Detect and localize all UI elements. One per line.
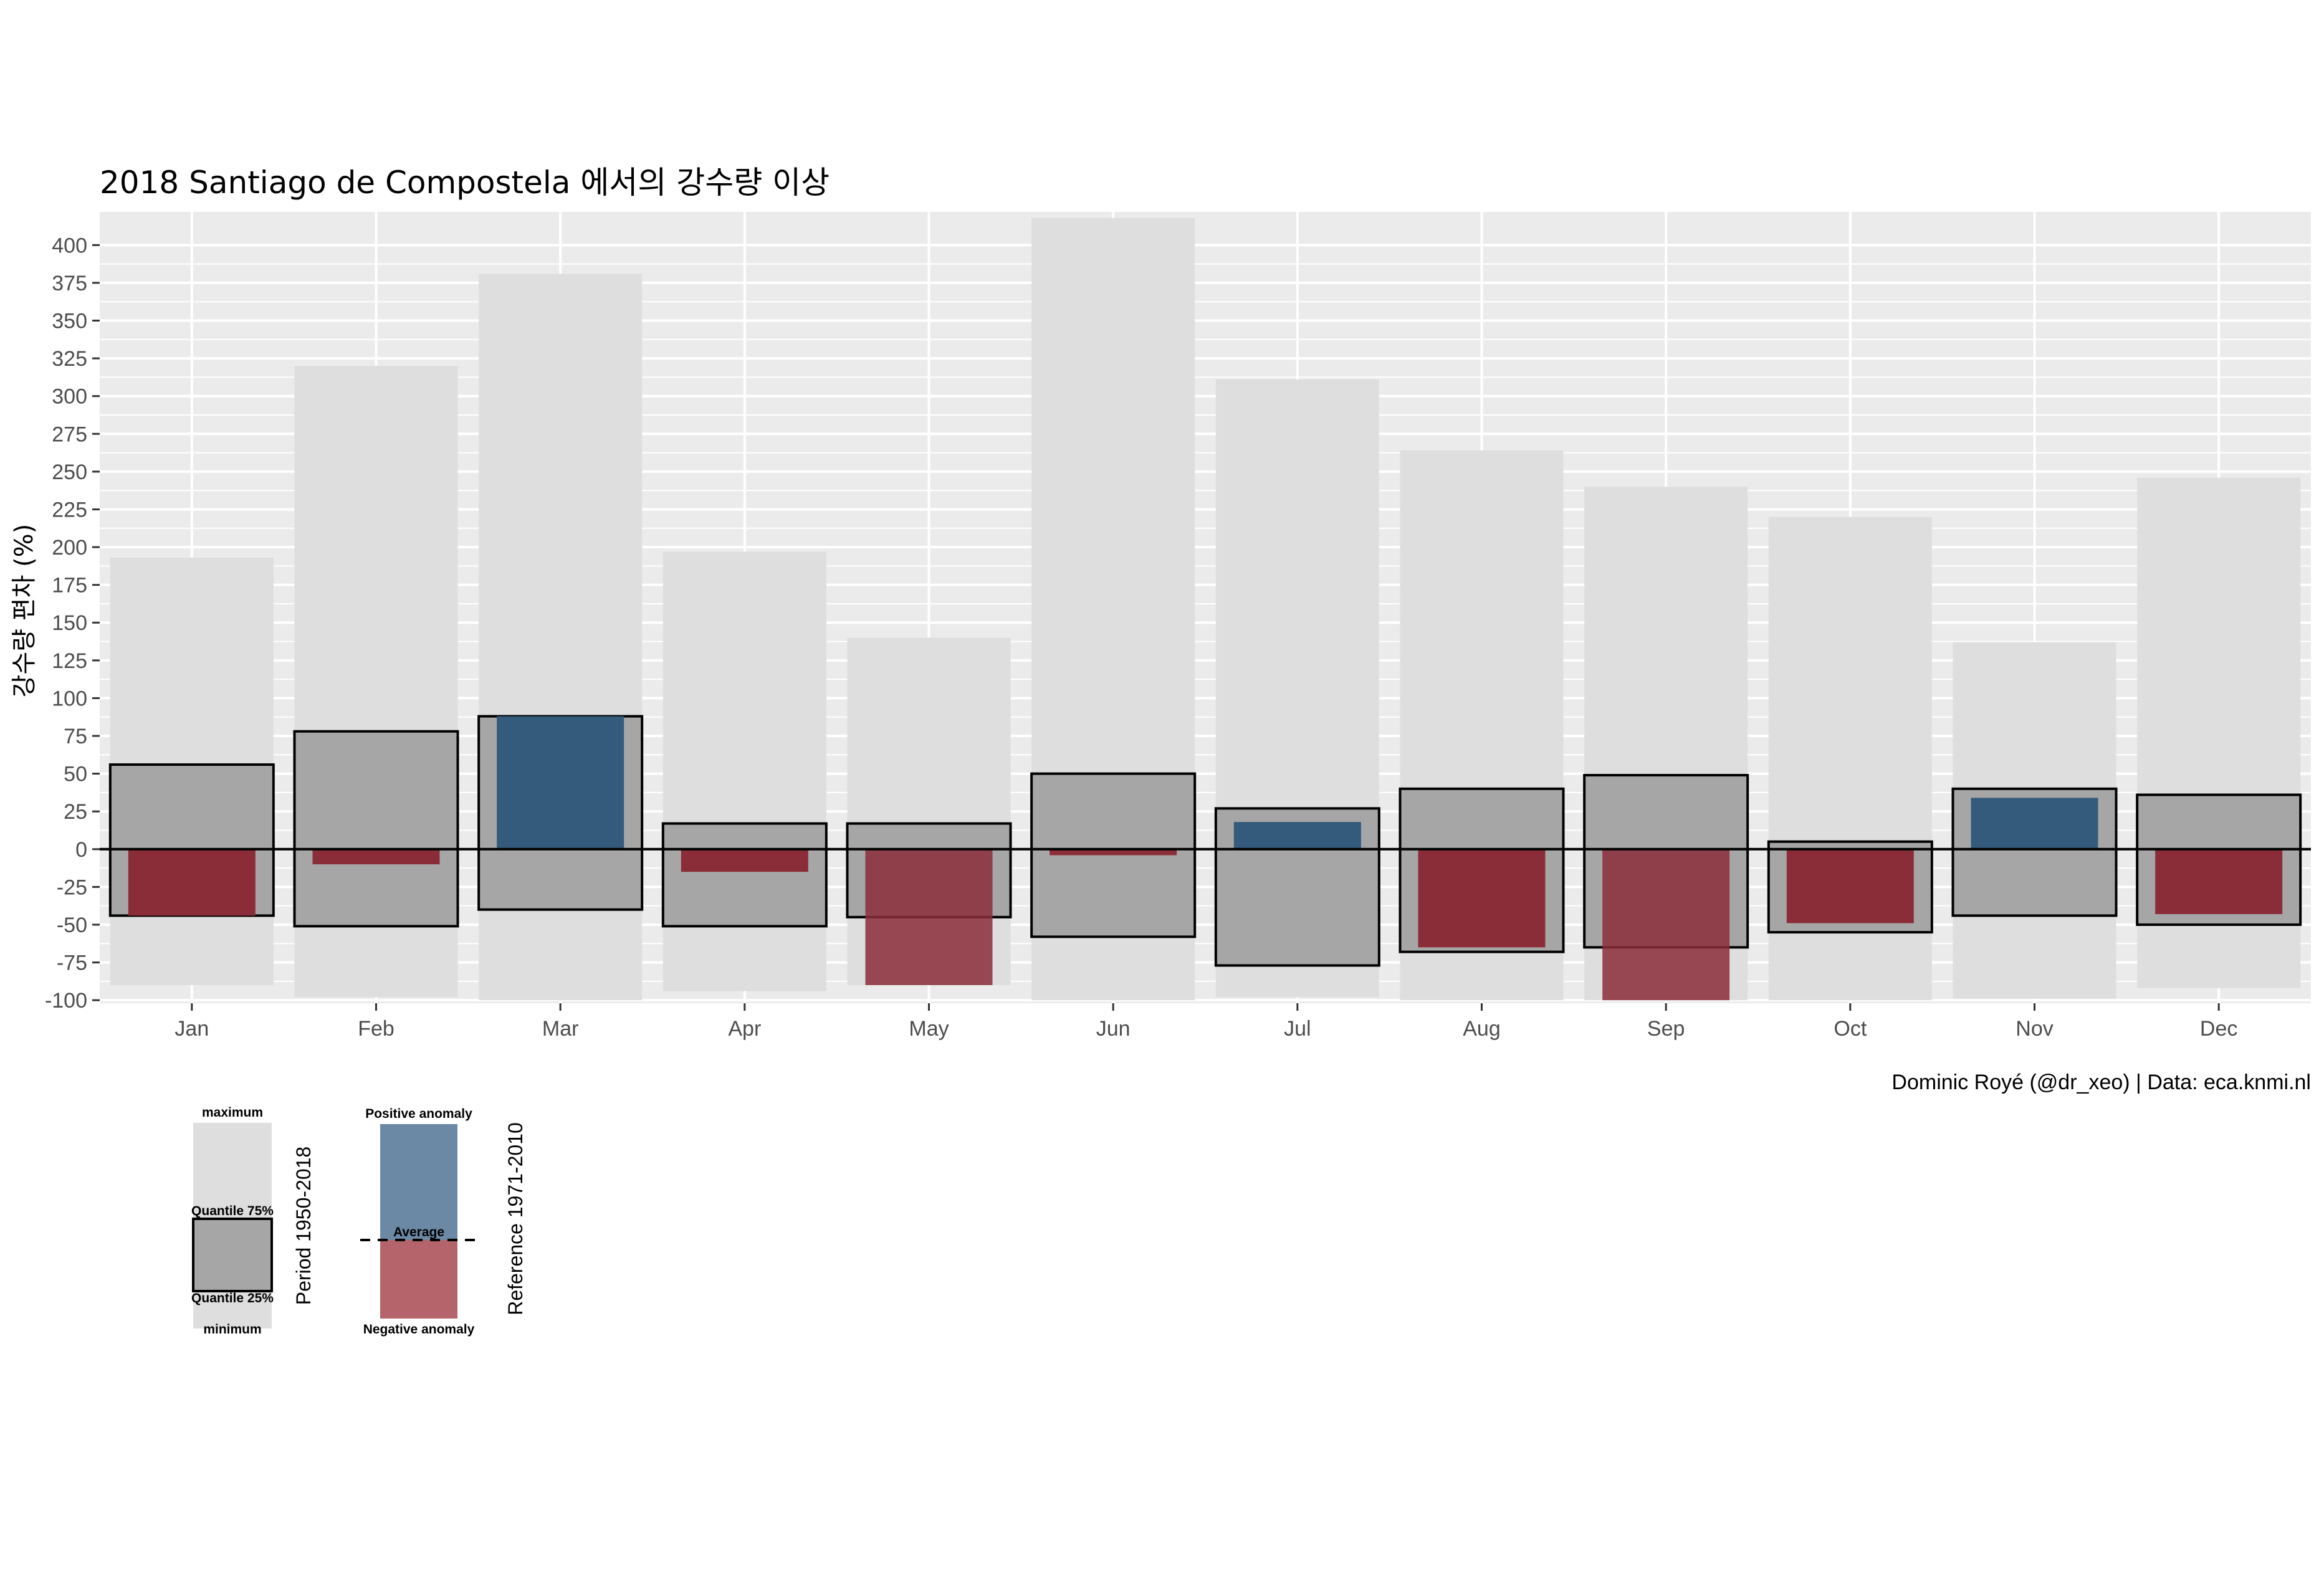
x-tick-label: Mar xyxy=(542,1017,579,1041)
y-axis-label: 강수량 편차 (%) xyxy=(10,524,39,698)
y-tick-label: 50 xyxy=(64,763,87,786)
anomaly-bar xyxy=(2155,849,2283,915)
legend-negative-label: Negative anomaly xyxy=(363,1322,475,1337)
legend-period: maximum Quantile 75% Quantile 25% minimu… xyxy=(191,1105,315,1337)
anomaly-bar xyxy=(1233,822,1361,849)
x-tick-label: Sep xyxy=(1647,1017,1685,1041)
anomaly-bar xyxy=(1971,798,2098,849)
anomaly-bars xyxy=(128,716,2283,1001)
anomaly-bar xyxy=(1602,849,1730,1001)
legend-reference: Positive anomaly Average Negative anomal… xyxy=(360,1107,527,1337)
quantile-box xyxy=(661,822,828,928)
x-tick-label: Feb xyxy=(358,1017,395,1041)
y-tick-label: 0 xyxy=(75,838,87,862)
y-tick-label: 75 xyxy=(64,725,87,748)
anomaly-bar xyxy=(1418,849,1546,948)
minor-gridlines xyxy=(100,263,2311,982)
legend-q75-label: Quantile 75% xyxy=(191,1204,274,1218)
y-tick-label: 275 xyxy=(52,422,87,446)
legend-reference-title: Reference 1971-2010 xyxy=(504,1122,527,1315)
y-tick-label: 375 xyxy=(52,272,87,295)
y-tick-label: 225 xyxy=(52,498,87,522)
y-tick-label: -25 xyxy=(57,875,87,899)
y-tick-label: 250 xyxy=(52,460,87,484)
anomaly-bar xyxy=(1050,849,1177,856)
anomaly-bar xyxy=(865,849,993,985)
chart-title: 2018 Santiago de Compostela 에서의 강수량 이상 xyxy=(100,165,830,201)
y-tick-label: -50 xyxy=(57,913,87,937)
y-tick-label: -75 xyxy=(57,952,87,975)
y-axis: -100 -75 -50 -25 0 25 50 75 100 125 150 175 200 225 25… xyxy=(45,234,100,1013)
x-tick-label: Jun xyxy=(1096,1017,1131,1041)
anomaly-bar xyxy=(1786,849,1914,923)
y-tick-label: 200 xyxy=(52,536,87,560)
legend-period-title: Period 1950-2018 xyxy=(292,1147,315,1305)
y-tick-label: 300 xyxy=(52,385,87,409)
x-tick-label: Apr xyxy=(728,1017,761,1041)
x-tick-label: May xyxy=(909,1017,949,1041)
y-tick-label: 175 xyxy=(52,574,87,598)
y-tick-label: 400 xyxy=(52,234,87,257)
y-tick-label: 325 xyxy=(52,347,87,371)
legend-quantile-box xyxy=(192,1218,273,1292)
y-tick-label: 150 xyxy=(52,611,87,635)
legend-q25-label: Quantile 25% xyxy=(191,1291,274,1305)
legend-minimum-label: minimum xyxy=(203,1322,261,1337)
legend-positive-swatch xyxy=(380,1124,457,1240)
plot-panel xyxy=(100,212,2311,1003)
legend-negative-swatch xyxy=(380,1240,457,1319)
y-tick-label: 125 xyxy=(52,649,87,673)
quantile-box xyxy=(293,730,459,928)
legend-positive-label: Positive anomaly xyxy=(365,1107,472,1121)
anomaly-bar xyxy=(312,849,440,865)
chart-caption: Dominic Royé (@dr_xeo) | Data: eca.knmi.… xyxy=(1891,1071,2311,1094)
legend-average-label: Average xyxy=(393,1225,444,1239)
legend-maximum-label: maximum xyxy=(202,1105,263,1120)
x-tick-label: Nov xyxy=(2016,1017,2053,1041)
x-axis: Jan Feb Mar Apr May Jun Jul Aug Sep Oct Nov Dec xyxy=(175,1003,2237,1041)
y-tick-label: 350 xyxy=(52,310,87,333)
x-tick-label: Oct xyxy=(1834,1017,1867,1041)
x-tick-label: Dec xyxy=(2200,1017,2237,1041)
anomaly-bar xyxy=(497,716,624,849)
y-tick-label: -100 xyxy=(45,989,87,1013)
x-tick-label: Jan xyxy=(175,1017,209,1041)
x-tick-label: Jul xyxy=(1284,1017,1311,1041)
y-tick-label: 100 xyxy=(52,687,87,710)
y-tick-label: 25 xyxy=(64,800,87,824)
anomaly-bar xyxy=(681,849,808,872)
x-tick-label: Aug xyxy=(1463,1017,1501,1041)
anomaly-bar xyxy=(128,849,256,916)
